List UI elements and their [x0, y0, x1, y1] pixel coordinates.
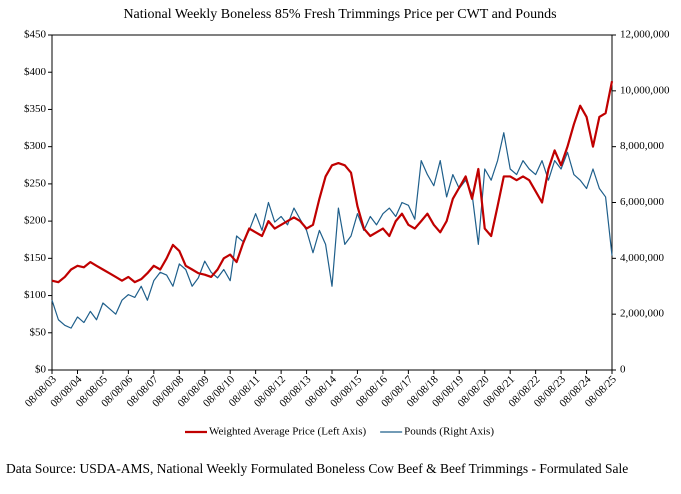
- y-tick-label: $200: [24, 215, 47, 227]
- series-line: [51, 132, 613, 329]
- y-tick-label: $150: [24, 252, 47, 264]
- y-tick-label: $0: [35, 364, 47, 376]
- y-tick-label: $450: [24, 29, 47, 41]
- y-tick-label: $50: [30, 326, 47, 338]
- y2-tick-label: 8,000,000: [620, 140, 665, 152]
- plot-frame: [51, 34, 613, 371]
- y2-tick-label: 12,000,000: [620, 29, 670, 41]
- y-tick-label: $250: [24, 177, 47, 189]
- source-note: Data Source: USDA-AMS, National Weekly F…: [6, 461, 628, 476]
- y-tick-label: $350: [24, 103, 47, 115]
- y2-tick-label: 4,000,000: [620, 252, 665, 264]
- y-tick-label: $100: [24, 289, 47, 301]
- legend-label: Pounds (Right Axis): [404, 426, 494, 438]
- y2-tick-label: 6,000,000: [620, 196, 665, 208]
- y-tick-label: $400: [24, 66, 47, 78]
- y2-tick-label: 0: [620, 364, 626, 376]
- chart-title: National Weekly Boneless 85% Fresh Trimm…: [123, 7, 556, 22]
- y-tick-label: $300: [24, 140, 47, 152]
- series-line: [51, 80, 614, 284]
- y2-tick-label: 2,000,000: [620, 308, 665, 320]
- legend-label: Weighted Average Price (Left Axis): [209, 426, 366, 438]
- y2-tick-label: 10,000,000: [620, 84, 670, 96]
